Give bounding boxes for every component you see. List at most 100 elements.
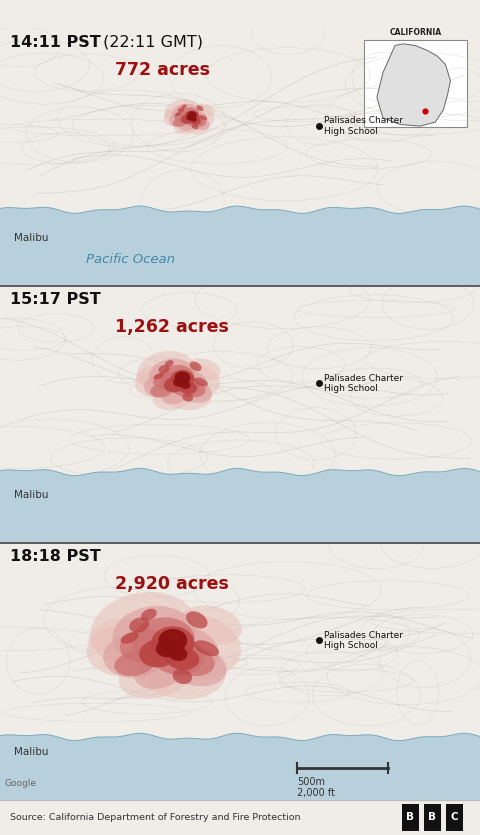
Text: Malibu: Malibu [14,490,49,500]
Ellipse shape [183,110,207,127]
Text: Palisades Charter
High School: Palisades Charter High School [324,116,403,136]
Ellipse shape [158,629,187,652]
Ellipse shape [135,369,177,397]
Text: Pacific Ocean: Pacific Ocean [86,253,175,266]
Ellipse shape [172,104,199,123]
Text: 14:11 PST: 14:11 PST [10,35,100,50]
Text: Malibu: Malibu [14,747,49,757]
Ellipse shape [182,393,193,402]
Ellipse shape [170,370,194,388]
Text: 772 acres: 772 acres [115,61,210,78]
Ellipse shape [192,124,198,129]
Ellipse shape [133,654,183,689]
Ellipse shape [154,373,164,379]
Ellipse shape [194,377,208,387]
Ellipse shape [164,377,185,392]
Ellipse shape [175,111,191,122]
Ellipse shape [153,385,191,410]
Polygon shape [0,206,480,286]
Text: Malibu: Malibu [14,233,49,243]
Ellipse shape [141,609,156,621]
Ellipse shape [199,115,207,120]
Ellipse shape [179,119,195,131]
Ellipse shape [178,108,184,113]
Ellipse shape [146,625,219,676]
Ellipse shape [175,112,181,116]
Ellipse shape [169,113,190,127]
Ellipse shape [114,651,155,676]
Text: Source: California Department of Forestry and Fire Protection: Source: California Department of Forestr… [10,813,300,822]
Ellipse shape [181,116,210,134]
Ellipse shape [137,351,196,393]
Ellipse shape [175,372,190,384]
Text: CALIFORNIA: CALIFORNIA [389,28,441,38]
Text: (22:11 GMT): (22:11 GMT) [98,35,204,50]
Text: 1,262 acres: 1,262 acres [115,318,229,336]
FancyBboxPatch shape [402,804,419,831]
Ellipse shape [164,110,189,127]
Ellipse shape [191,117,197,122]
Ellipse shape [86,625,163,676]
Ellipse shape [103,634,166,678]
Ellipse shape [132,617,194,664]
Ellipse shape [165,360,174,367]
Text: 2,000 ft: 2,000 ft [297,788,335,798]
Ellipse shape [194,104,215,116]
Ellipse shape [166,362,220,398]
Polygon shape [0,468,480,543]
Ellipse shape [153,372,180,390]
Ellipse shape [120,629,168,662]
Text: Google: Google [5,779,37,787]
Ellipse shape [165,99,200,124]
Ellipse shape [179,108,199,123]
FancyBboxPatch shape [424,804,441,831]
Ellipse shape [136,366,166,384]
Ellipse shape [194,640,219,656]
Ellipse shape [151,626,194,660]
Ellipse shape [182,106,215,128]
Ellipse shape [187,111,197,119]
Ellipse shape [156,640,180,657]
Ellipse shape [119,654,189,699]
Ellipse shape [166,647,199,670]
Ellipse shape [158,365,169,373]
Ellipse shape [180,605,242,645]
Ellipse shape [174,119,197,134]
Ellipse shape [185,110,199,121]
FancyBboxPatch shape [446,804,463,831]
Ellipse shape [139,643,226,700]
Ellipse shape [112,606,195,665]
Text: 18:18 PST: 18:18 PST [10,549,100,564]
Ellipse shape [150,383,172,397]
Ellipse shape [180,381,191,389]
Ellipse shape [170,376,200,397]
Ellipse shape [167,646,227,686]
Ellipse shape [173,669,192,684]
Text: C: C [451,812,458,822]
Ellipse shape [190,117,201,124]
Ellipse shape [169,646,215,676]
Text: Palisades Charter
High School: Palisades Charter High School [324,630,403,650]
Ellipse shape [168,645,187,661]
Ellipse shape [139,640,178,667]
Polygon shape [377,43,450,126]
Polygon shape [0,733,480,800]
Text: B: B [429,812,436,822]
Ellipse shape [160,365,194,390]
Text: 500m: 500m [297,777,325,787]
Ellipse shape [181,104,187,109]
Ellipse shape [151,637,204,676]
Ellipse shape [173,377,186,387]
Ellipse shape [88,619,142,652]
Ellipse shape [173,119,186,127]
Text: Palisades Charter
High School: Palisades Charter High School [324,373,403,393]
Text: 2,920 acres: 2,920 acres [115,575,229,593]
Ellipse shape [185,114,203,126]
Ellipse shape [187,358,220,380]
Ellipse shape [129,617,149,633]
Ellipse shape [190,117,210,130]
Ellipse shape [179,382,197,394]
Ellipse shape [161,385,188,404]
Ellipse shape [180,381,205,397]
Ellipse shape [191,117,206,127]
